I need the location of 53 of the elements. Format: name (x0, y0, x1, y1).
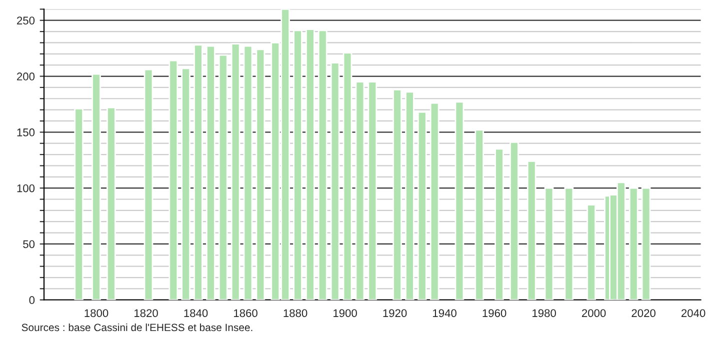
bar (330, 62, 340, 300)
bar (544, 187, 554, 300)
bar (306, 28, 315, 300)
x-tick-label: 2020 (632, 309, 656, 318)
bar (181, 68, 190, 300)
x-tick-label: 2000 (582, 309, 606, 318)
x-tick-label: 1800 (84, 309, 108, 318)
bar (392, 88, 402, 300)
y-tick-label: 100 (17, 184, 35, 192)
bar (318, 30, 328, 300)
bar (586, 204, 596, 300)
x-tick-label: 1900 (334, 309, 357, 318)
bar (168, 60, 178, 300)
bar (405, 91, 414, 300)
bar (92, 73, 101, 300)
x-tick-label: 1980 (532, 309, 556, 318)
bar (256, 48, 266, 300)
y-tick-label: 0 (29, 296, 35, 304)
bar (641, 187, 651, 300)
bar (206, 45, 216, 300)
x-tick-label: 2040 (682, 309, 706, 318)
bar (510, 142, 519, 300)
bar (430, 102, 440, 300)
bar (417, 111, 427, 300)
bar (526, 160, 536, 300)
y-tick-label: 200 (17, 72, 35, 80)
bar (230, 43, 240, 300)
bar (494, 148, 504, 300)
y-tick-label: 150 (17, 128, 35, 136)
x-tick-label: 1820 (134, 309, 158, 318)
bar (194, 44, 203, 300)
bar (106, 106, 116, 300)
x-tick-label: 1920 (383, 309, 407, 318)
bar (74, 108, 84, 300)
bar (454, 101, 464, 300)
bar (243, 45, 253, 300)
bar (628, 187, 638, 300)
bar (368, 81, 378, 300)
bar (355, 81, 365, 300)
bar (564, 187, 574, 300)
y-tick-label: 50 (23, 240, 35, 248)
x-tick-label: 1880 (284, 309, 308, 318)
bar (293, 30, 302, 300)
source-note: Sources : base Cassini de l'EHESS et base Insee. (22, 323, 252, 332)
bar (218, 54, 228, 300)
x-tick-label: 1960 (482, 309, 506, 318)
x-tick-label: 1860 (234, 309, 258, 318)
y-tick-label: 250 (17, 16, 35, 24)
bar (474, 129, 484, 300)
x-tick-label: 1840 (184, 309, 208, 318)
bar (342, 52, 352, 300)
x-tick-label: 1940 (433, 309, 456, 318)
bar (144, 68, 154, 300)
